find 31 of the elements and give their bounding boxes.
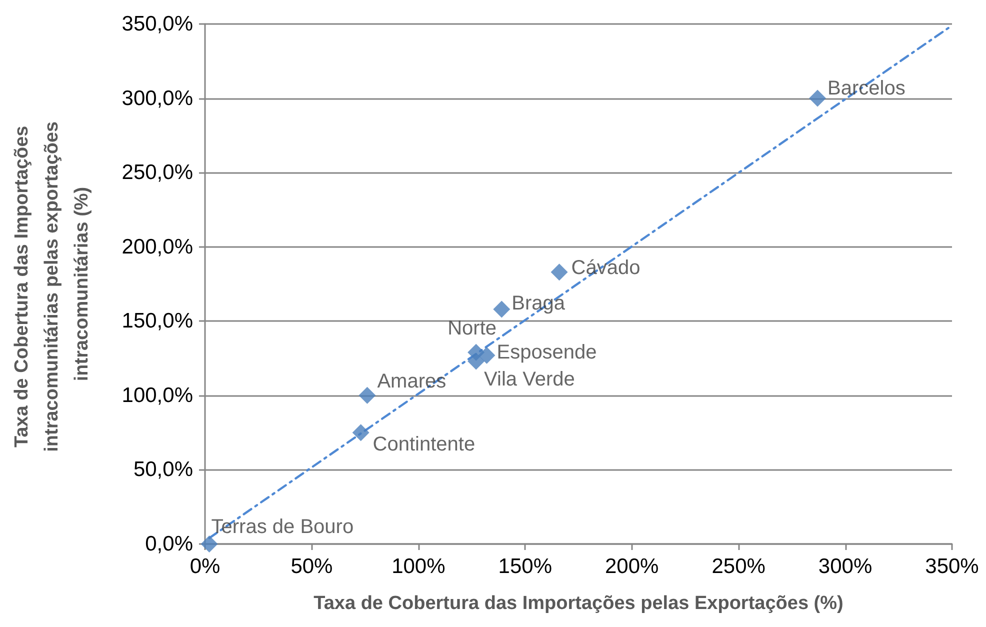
point (809, 90, 826, 107)
x-tick-label: 100% (392, 555, 446, 578)
x-tick-label: 350% (925, 555, 979, 578)
y-tick-label: 350,0% (122, 12, 193, 36)
x-tick-label: 250% (712, 555, 766, 578)
x-axis-title: Taxa de Cobertura das Importações pelas Exportações (%) (314, 593, 844, 614)
x-tick-label: 0% (190, 555, 220, 578)
x-tick-label: 300% (818, 555, 872, 578)
point (493, 300, 510, 318)
point (200, 536, 218, 552)
y-tick-label: 150,0% (122, 310, 193, 333)
y-tick-label: 200,0% (122, 235, 193, 258)
x-tick-label: 200% (605, 555, 659, 578)
annotation: Contintente (372, 434, 476, 456)
y-tick-label: 0,0% (145, 532, 193, 556)
y-axis-title: Taxa de Cobertura das Importações intracomunitárias pelas exportações intracomunitárias (%) (12, 116, 92, 452)
y-tick-label: 50,0% (133, 458, 193, 482)
point (358, 386, 376, 404)
x-tick-label: 50% (290, 555, 333, 578)
y-tick-label: 300,0% (122, 86, 193, 110)
y-tick-label: 250,0% (122, 161, 193, 184)
annotation: Esposende (496, 341, 597, 364)
annotation: Norte (448, 317, 497, 340)
point (352, 424, 370, 442)
annotation: Terras de Bouro (211, 516, 354, 538)
x-tick-label: 150% (498, 555, 552, 578)
point (468, 352, 485, 370)
point (550, 264, 568, 281)
annotation: Vila Verde (484, 368, 575, 390)
y-tick-label: 100,0% (122, 384, 193, 407)
point (478, 346, 496, 364)
